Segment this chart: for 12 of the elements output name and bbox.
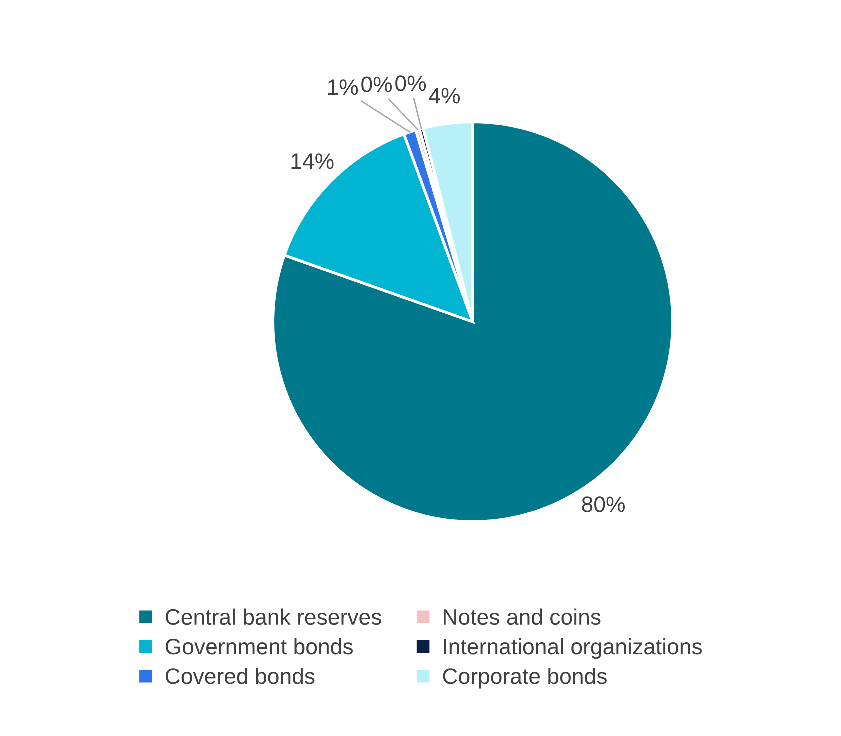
data-label: 80% [582, 496, 625, 512]
legend-label: Central bank reserves [166, 608, 382, 626]
legend-label: Corporate bonds [443, 668, 607, 689]
legend-label: Covered bonds [166, 668, 315, 684]
legend-label: Notes and coins [444, 608, 601, 626]
data-label: 4% [429, 88, 460, 104]
data-label: 14% [292, 154, 334, 170]
data-label: 0% [362, 76, 392, 92]
legend-label: Government bonds [166, 638, 354, 655]
data-label: 0% [396, 76, 426, 92]
legend-label: International organizations [444, 638, 702, 660]
data-label: 1% [328, 80, 358, 96]
